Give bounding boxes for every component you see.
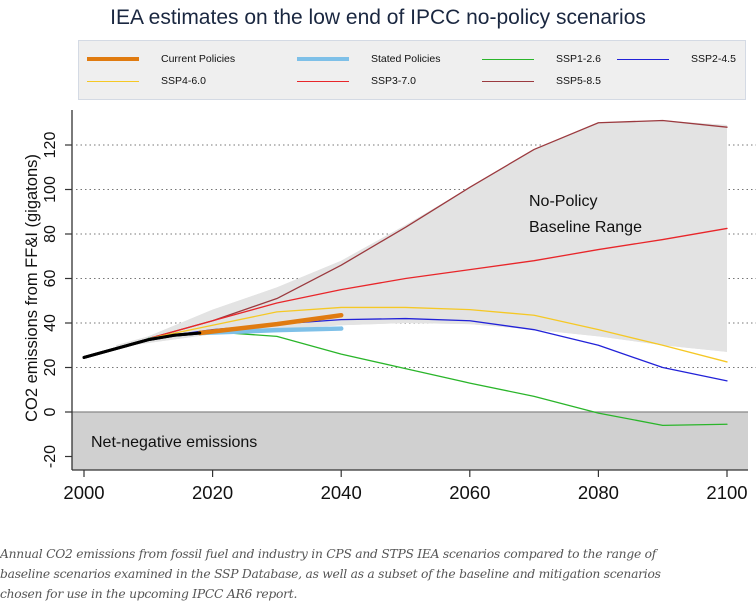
y-tick-label: 120 xyxy=(42,132,59,159)
figure-caption: Annual CO2 emissions from fossil fuel an… xyxy=(0,544,756,604)
legend-swatch xyxy=(617,58,669,60)
x-tick-label: 2060 xyxy=(449,482,490,503)
legend-swatch xyxy=(87,80,139,82)
series-line-ssp4-6-0 xyxy=(147,306,728,363)
legend-item: SSP1-2.6 xyxy=(482,50,601,68)
series-line-current-policies xyxy=(197,312,344,336)
legend-item: Current Policies xyxy=(87,50,235,68)
legend-label: SSP3-7.0 xyxy=(371,75,416,87)
x-tick-label: 2020 xyxy=(192,482,233,503)
net-negative-region xyxy=(72,412,748,470)
legend: Current Policies Stated Policies SSP1-2.6 S… xyxy=(78,40,746,100)
legend-item: SSP5-8.5 xyxy=(482,72,601,90)
y-tick-label: 0 xyxy=(42,407,59,416)
annotation-net-negative: Net-negative emissions xyxy=(91,434,257,451)
legend-item: Stated Policies xyxy=(297,50,440,68)
y-tick-label: 80 xyxy=(42,225,59,243)
legend-swatch xyxy=(297,80,349,82)
legend-swatch xyxy=(482,58,534,60)
legend-label: SSP1-2.6 xyxy=(556,53,601,65)
annotation-baseline-range: No-Policy xyxy=(529,193,597,210)
caption-line: baseline scenarios examined in the SSP D… xyxy=(0,567,661,581)
legend-label: Current Policies xyxy=(161,53,236,65)
x-tick-label: 2080 xyxy=(578,482,619,503)
legend-item: SSP4-6.0 xyxy=(87,72,206,90)
series-line-ssp1-2-6 xyxy=(147,331,728,427)
y-tick-label: 60 xyxy=(42,270,59,288)
annotation-baseline-range: Baseline Range xyxy=(529,219,642,236)
legend-label: SSP4-6.0 xyxy=(161,75,206,87)
x-tick-label: 2040 xyxy=(321,482,362,503)
legend-swatch xyxy=(87,57,139,61)
legend-swatch xyxy=(297,57,349,61)
y-tick-label: 100 xyxy=(42,176,59,203)
y-tick-label: 40 xyxy=(42,314,59,332)
y-tick-label: 20 xyxy=(42,359,59,377)
x-tick-label: 2000 xyxy=(63,482,104,503)
legend-item: SSP2-4.5 xyxy=(617,50,736,68)
baseline-range-area-overlay xyxy=(116,120,727,352)
legend-swatch xyxy=(482,80,534,82)
series-line-ssp5-8-5 xyxy=(147,119,728,340)
series-line-ssp3-7-0 xyxy=(147,227,728,340)
legend-label: SSP2-4.5 xyxy=(691,53,736,65)
y-axis-label: CO2 emissions from FF&I (gigatons) xyxy=(23,154,41,422)
caption-line: chosen for use in the upcoming IPCC AR6 … xyxy=(0,587,298,601)
y-tick-label: -20 xyxy=(42,445,59,468)
series-line-historical-top xyxy=(82,331,202,359)
legend-label: Stated Policies xyxy=(371,53,441,65)
legend-label: SSP5-8.5 xyxy=(556,75,601,87)
legend-item: SSP3-7.0 xyxy=(297,72,416,90)
caption-line: Annual CO2 emissions from fossil fuel an… xyxy=(0,547,657,561)
x-tick-label: 2100 xyxy=(706,482,747,503)
chart-title: IEA estimates on the low end of IPCC no-… xyxy=(110,6,646,29)
